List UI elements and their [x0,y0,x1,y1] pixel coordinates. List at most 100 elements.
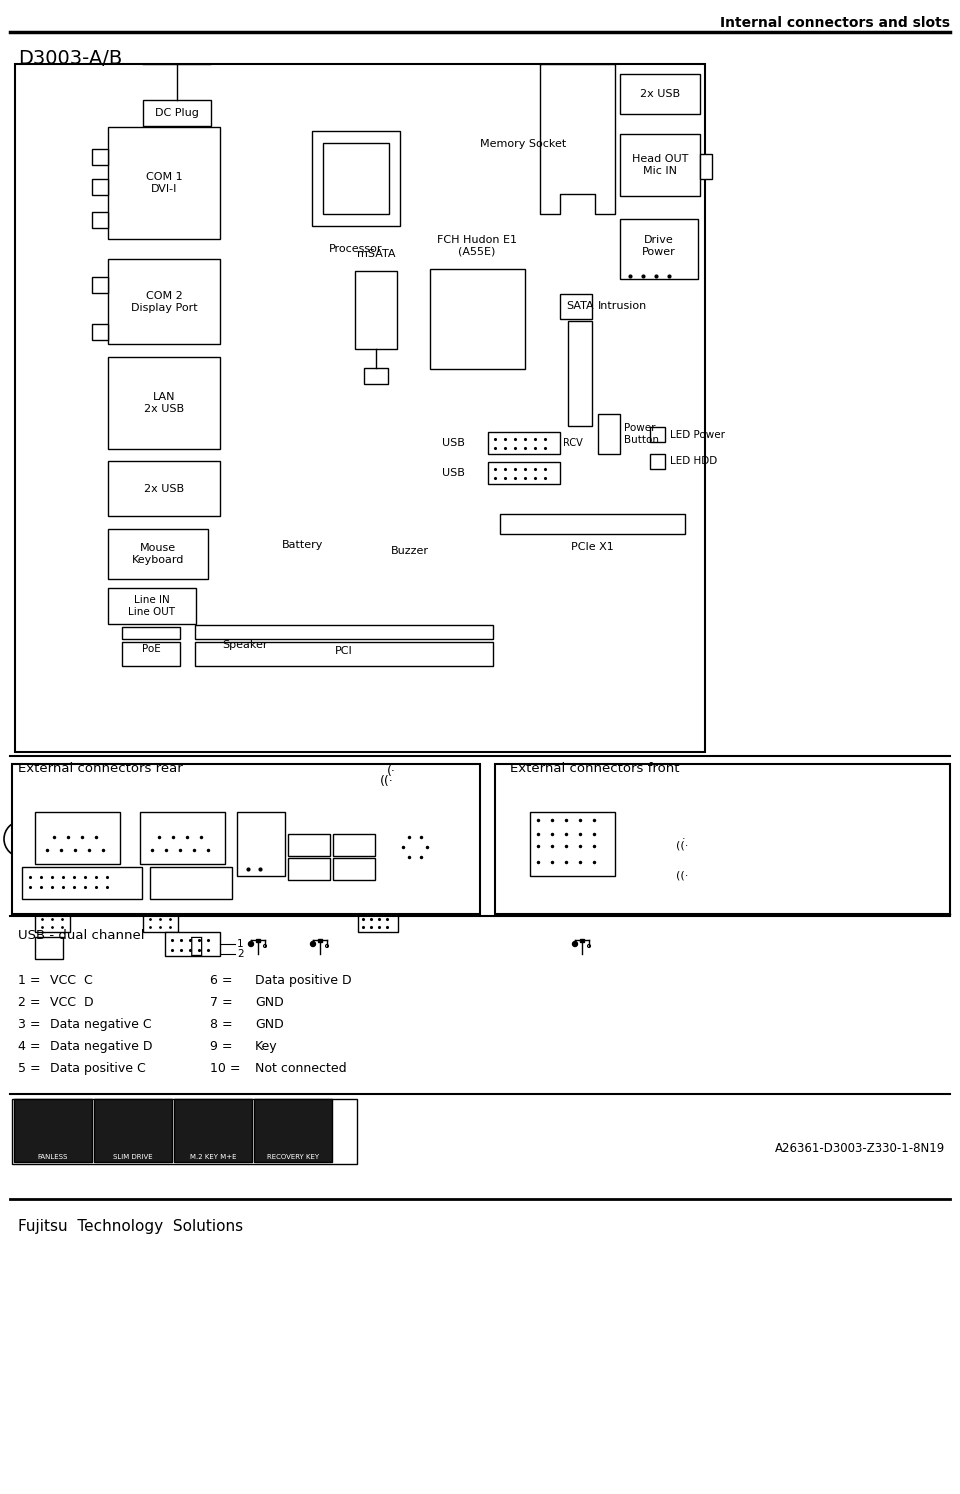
Bar [92,212,108,229]
Bar [195,624,493,639]
Bar [500,514,685,533]
Text: Data negative C: Data negative C [50,1017,152,1031]
Text: ·: · [682,834,685,844]
Bar [165,932,220,956]
Bar [22,867,142,899]
Circle shape [325,944,328,947]
Bar [256,938,260,941]
Text: SLIM DRIVE: SLIM DRIVE [113,1153,153,1159]
Text: 4 =: 4 = [18,1040,40,1053]
Text: FANLESS: FANLESS [37,1153,68,1159]
Text: Head OUT
Mic IN: Head OUT Mic IN [632,154,688,176]
Text: DC Plug: DC Plug [156,108,199,118]
Text: Data negative D: Data negative D [50,1040,153,1053]
Circle shape [263,944,267,947]
Bar [143,914,178,932]
Text: 2x USB: 2x USB [144,484,184,495]
Text: ((·: ((· [676,841,688,852]
Bar [488,432,560,454]
Bar [108,357,220,450]
Text: Buzzer: Buzzer [391,545,429,556]
Text: ((·: ((· [676,871,688,881]
Text: GND: GND [255,996,284,1008]
Text: Processor: Processor [329,244,383,254]
Bar [620,134,700,196]
Bar [560,294,592,320]
Bar [580,938,584,941]
Bar [650,427,665,442]
Text: Power
Button: Power Button [624,423,659,445]
Bar [108,462,220,515]
Text: LED Power: LED Power [670,430,725,441]
Bar [108,127,220,239]
Text: PCIe X1: PCIe X1 [570,542,613,551]
Bar [140,813,225,864]
Text: Battery: Battery [282,539,324,550]
Bar [495,763,950,914]
Text: D3003-A/B: D3003-A/B [18,49,122,69]
Bar [700,154,712,179]
Text: ⓓ: ⓓ [190,937,204,956]
Text: mSATA: mSATA [357,249,396,258]
Bar [150,867,232,899]
Bar [92,179,108,196]
Bar [254,1100,332,1162]
Text: Speaker: Speaker [223,639,268,650]
Bar [318,938,322,941]
Bar [92,324,108,341]
Bar [35,914,70,932]
Text: VCC  D: VCC D [50,996,94,1008]
Text: VCC  C: VCC C [50,974,93,988]
Bar [430,269,525,369]
Bar [568,321,592,426]
Text: COM 1
DVI-I: COM 1 DVI-I [146,172,182,194]
Bar [35,937,63,959]
Text: Memory Socket: Memory Socket [480,139,566,149]
Text: USB: USB [443,438,465,448]
Text: Line IN
Line OUT: Line IN Line OUT [129,595,176,617]
Bar [620,75,700,114]
Bar [108,589,196,624]
Bar [288,858,330,880]
Text: 2: 2 [237,949,244,959]
Text: 10 =: 10 = [210,1062,241,1076]
Text: COM 2
Display Port: COM 2 Display Port [131,291,198,312]
Text: External connectors front: External connectors front [510,762,680,775]
Text: M.2 KEY M+E: M.2 KEY M+E [190,1153,236,1159]
Text: 2 =: 2 = [18,996,40,1008]
Text: Drive
Power: Drive Power [642,235,676,257]
Text: External connectors rear: External connectors rear [18,762,182,775]
Text: RECOVERY KEY: RECOVERY KEY [267,1153,319,1159]
Bar [15,64,705,751]
Bar [14,1100,92,1162]
Text: USB - dual channel: USB - dual channel [18,929,145,943]
Bar [108,258,220,344]
Bar [333,834,375,856]
Bar [195,642,493,666]
Bar [530,813,615,875]
Text: SATA: SATA [566,300,594,311]
Text: Not connected: Not connected [255,1062,347,1076]
Text: USB: USB [443,468,465,478]
Text: 7 =: 7 = [210,996,232,1008]
Text: 6 =: 6 = [210,974,232,988]
Text: A26361-D3003-Z330-1-8N19: A26361-D3003-Z330-1-8N19 [775,1143,945,1155]
Circle shape [310,941,316,947]
Text: PoE: PoE [142,644,160,654]
Circle shape [249,941,253,947]
Text: (·: (· [387,765,396,778]
Bar [35,813,120,864]
Bar [12,1100,357,1164]
Bar [355,270,397,350]
Bar [312,131,400,226]
Bar [94,1100,172,1162]
Text: 1 =: 1 = [18,974,40,988]
Bar [122,642,180,666]
Bar [122,627,180,639]
Bar [92,276,108,293]
Text: Data positive C: Data positive C [50,1062,146,1076]
Bar [333,858,375,880]
Text: 3 =: 3 = [18,1017,40,1031]
Text: 5 =: 5 = [18,1062,40,1076]
Text: 1: 1 [237,940,244,949]
